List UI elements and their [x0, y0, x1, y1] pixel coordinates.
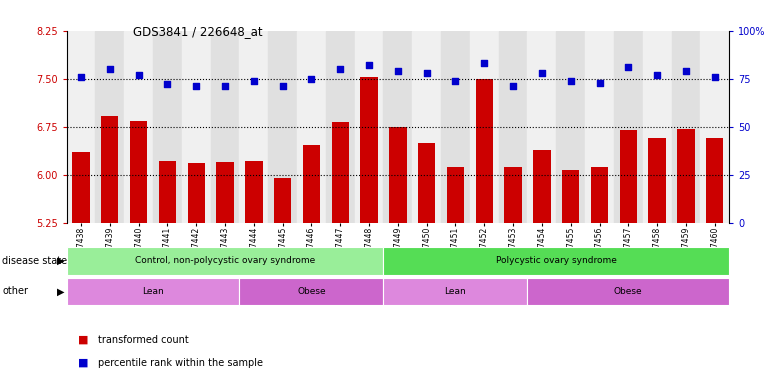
Bar	[706, 138, 724, 223]
Point	[391, 68, 405, 74]
Bar	[239, 31, 268, 223]
Point	[449, 78, 462, 84]
Bar	[72, 152, 89, 223]
Point	[651, 72, 663, 78]
Bar	[187, 163, 205, 223]
Bar	[124, 31, 153, 223]
Bar	[153, 31, 182, 223]
Bar	[326, 31, 354, 223]
Text: percentile rank within the sample: percentile rank within the sample	[98, 358, 263, 368]
Bar	[528, 31, 557, 223]
Bar	[211, 31, 239, 223]
Text: Obese: Obese	[297, 287, 326, 296]
Point	[74, 74, 87, 80]
Point	[478, 60, 491, 66]
Text: ■: ■	[78, 358, 89, 368]
Text: Lean: Lean	[142, 287, 164, 296]
Bar	[67, 278, 239, 305]
Bar	[441, 31, 470, 223]
Bar	[239, 278, 383, 305]
Point	[564, 78, 577, 84]
Bar	[361, 78, 378, 223]
Text: Control, non-polycystic ovary syndrome: Control, non-polycystic ovary syndrome	[135, 256, 315, 265]
Bar	[101, 116, 118, 223]
Bar	[245, 161, 263, 223]
Bar	[130, 121, 147, 223]
Point	[132, 72, 145, 78]
Bar	[585, 31, 614, 223]
Bar	[383, 278, 528, 305]
Bar	[447, 167, 464, 223]
Bar	[562, 170, 579, 223]
Bar	[268, 31, 297, 223]
Bar	[383, 247, 729, 275]
Bar	[614, 31, 643, 223]
Text: Obese: Obese	[614, 287, 643, 296]
Point	[535, 70, 548, 76]
Point	[248, 78, 260, 84]
Bar	[67, 31, 96, 223]
Bar	[648, 137, 666, 223]
Text: disease state: disease state	[2, 256, 67, 266]
Point	[305, 76, 318, 82]
Bar	[354, 31, 383, 223]
Bar	[412, 31, 441, 223]
Bar	[533, 151, 550, 223]
Point	[680, 68, 692, 74]
Bar	[332, 122, 349, 223]
Bar	[700, 31, 729, 223]
Point	[190, 83, 202, 89]
Bar	[557, 31, 585, 223]
Bar	[672, 31, 700, 223]
Text: transformed count: transformed count	[98, 335, 189, 345]
Bar	[383, 31, 412, 223]
Text: other: other	[2, 286, 28, 296]
Bar	[643, 31, 672, 223]
Point	[506, 83, 519, 89]
Bar	[677, 129, 695, 223]
Text: ▶: ▶	[56, 256, 64, 266]
Point	[420, 70, 433, 76]
Point	[334, 66, 347, 72]
Text: Lean: Lean	[445, 287, 466, 296]
Bar	[216, 162, 234, 223]
Bar	[499, 31, 528, 223]
Bar	[297, 31, 326, 223]
Bar	[67, 247, 383, 275]
Point	[277, 83, 289, 89]
Bar	[591, 167, 608, 223]
Text: ■: ■	[78, 335, 89, 345]
Point	[162, 81, 174, 88]
Text: GDS3841 / 226648_at: GDS3841 / 226648_at	[133, 25, 263, 38]
Bar	[470, 31, 499, 223]
Bar	[418, 143, 435, 223]
Bar	[476, 79, 493, 223]
Bar	[504, 167, 521, 223]
Point	[622, 64, 634, 70]
Bar	[182, 31, 211, 223]
Point	[593, 79, 606, 86]
Bar	[96, 31, 124, 223]
Point	[363, 62, 376, 68]
Bar	[159, 161, 176, 223]
Bar	[303, 145, 320, 223]
Bar	[528, 278, 729, 305]
Bar	[274, 178, 292, 223]
Text: Polycystic ovary syndrome: Polycystic ovary syndrome	[495, 256, 617, 265]
Point	[103, 66, 116, 72]
Text: ▶: ▶	[56, 286, 64, 296]
Bar	[619, 130, 637, 223]
Point	[219, 83, 231, 89]
Bar	[389, 127, 407, 223]
Point	[709, 74, 721, 80]
